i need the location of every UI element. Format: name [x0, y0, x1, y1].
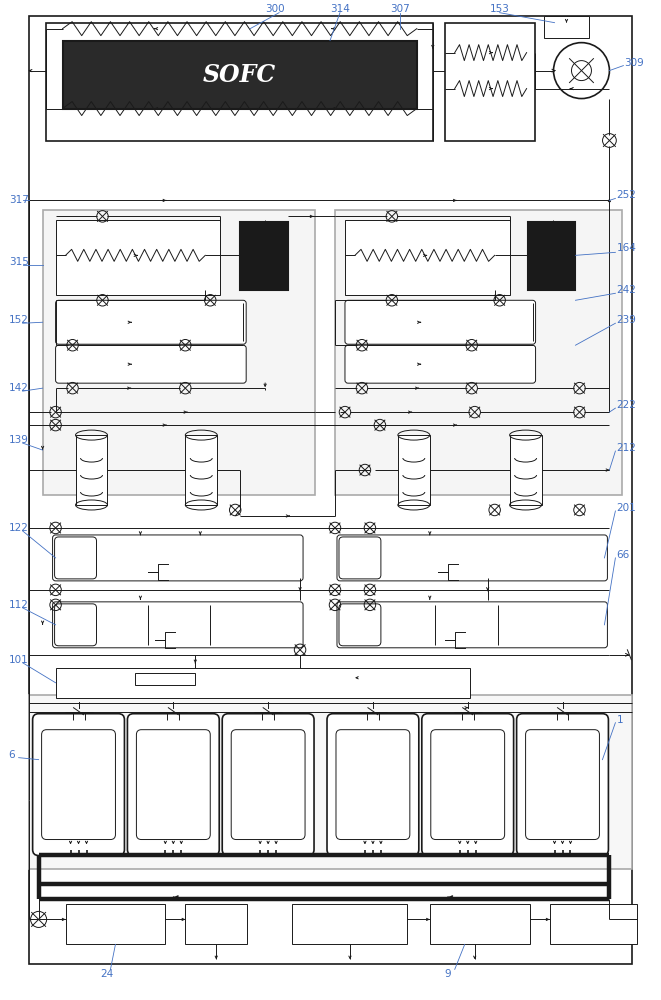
Bar [56, 220, 220, 295]
Text: 309: 309 [625, 58, 644, 68]
FancyBboxPatch shape [339, 537, 381, 579]
Bar [430, 904, 529, 944]
Text: 239: 239 [617, 315, 637, 325]
Text: 252: 252 [617, 190, 637, 200]
FancyBboxPatch shape [337, 602, 607, 648]
Text: 201: 201 [617, 503, 636, 513]
Bar [136, 673, 195, 685]
Bar [185, 435, 217, 505]
FancyBboxPatch shape [327, 714, 419, 856]
FancyBboxPatch shape [32, 714, 124, 856]
Bar [185, 904, 247, 944]
Bar [335, 210, 623, 495]
FancyBboxPatch shape [431, 730, 504, 840]
FancyBboxPatch shape [55, 537, 97, 579]
Bar [510, 435, 541, 505]
Text: 142: 142 [9, 383, 28, 393]
FancyBboxPatch shape [517, 714, 608, 856]
FancyBboxPatch shape [55, 604, 97, 646]
Bar [398, 435, 430, 505]
Text: 164: 164 [617, 243, 637, 253]
Text: 300: 300 [265, 4, 285, 14]
Text: 66: 66 [617, 550, 630, 560]
Bar [63, 41, 417, 109]
Text: 122: 122 [9, 523, 28, 533]
FancyBboxPatch shape [222, 714, 314, 856]
FancyBboxPatch shape [337, 535, 607, 581]
FancyBboxPatch shape [56, 345, 246, 383]
FancyBboxPatch shape [525, 730, 600, 840]
Text: 101: 101 [9, 655, 28, 665]
Bar [527, 222, 576, 290]
Text: 222: 222 [617, 400, 637, 410]
FancyBboxPatch shape [53, 535, 303, 581]
Bar [65, 904, 165, 944]
Text: 242: 242 [617, 285, 637, 295]
Bar [28, 695, 633, 869]
FancyBboxPatch shape [339, 604, 381, 646]
Bar [46, 23, 433, 140]
FancyBboxPatch shape [136, 730, 210, 840]
Text: 1: 1 [617, 715, 623, 725]
Bar [56, 668, 470, 698]
Text: 152: 152 [9, 315, 28, 325]
Bar [445, 23, 535, 140]
Text: 9: 9 [445, 969, 451, 979]
Text: 139: 139 [9, 435, 28, 445]
Text: 6: 6 [9, 750, 15, 760]
FancyBboxPatch shape [345, 345, 535, 383]
FancyBboxPatch shape [42, 730, 116, 840]
Bar [549, 904, 637, 944]
Text: 112: 112 [9, 600, 28, 610]
Bar [42, 210, 315, 495]
FancyBboxPatch shape [128, 714, 219, 856]
Bar [75, 435, 108, 505]
Text: 24: 24 [100, 969, 114, 979]
FancyBboxPatch shape [345, 300, 535, 344]
FancyBboxPatch shape [422, 714, 514, 856]
Text: 212: 212 [617, 443, 637, 453]
Text: 314: 314 [330, 4, 350, 14]
Bar [345, 220, 510, 295]
FancyBboxPatch shape [336, 730, 410, 840]
Text: 153: 153 [490, 4, 510, 14]
Text: SOFC: SOFC [203, 63, 276, 87]
Text: 317: 317 [9, 195, 28, 205]
FancyBboxPatch shape [56, 300, 246, 344]
Bar [543, 16, 590, 38]
Text: 315: 315 [9, 257, 28, 267]
FancyBboxPatch shape [231, 730, 305, 840]
Text: 307: 307 [390, 4, 410, 14]
Bar [240, 222, 288, 290]
FancyBboxPatch shape [53, 602, 303, 648]
Bar [292, 904, 407, 944]
